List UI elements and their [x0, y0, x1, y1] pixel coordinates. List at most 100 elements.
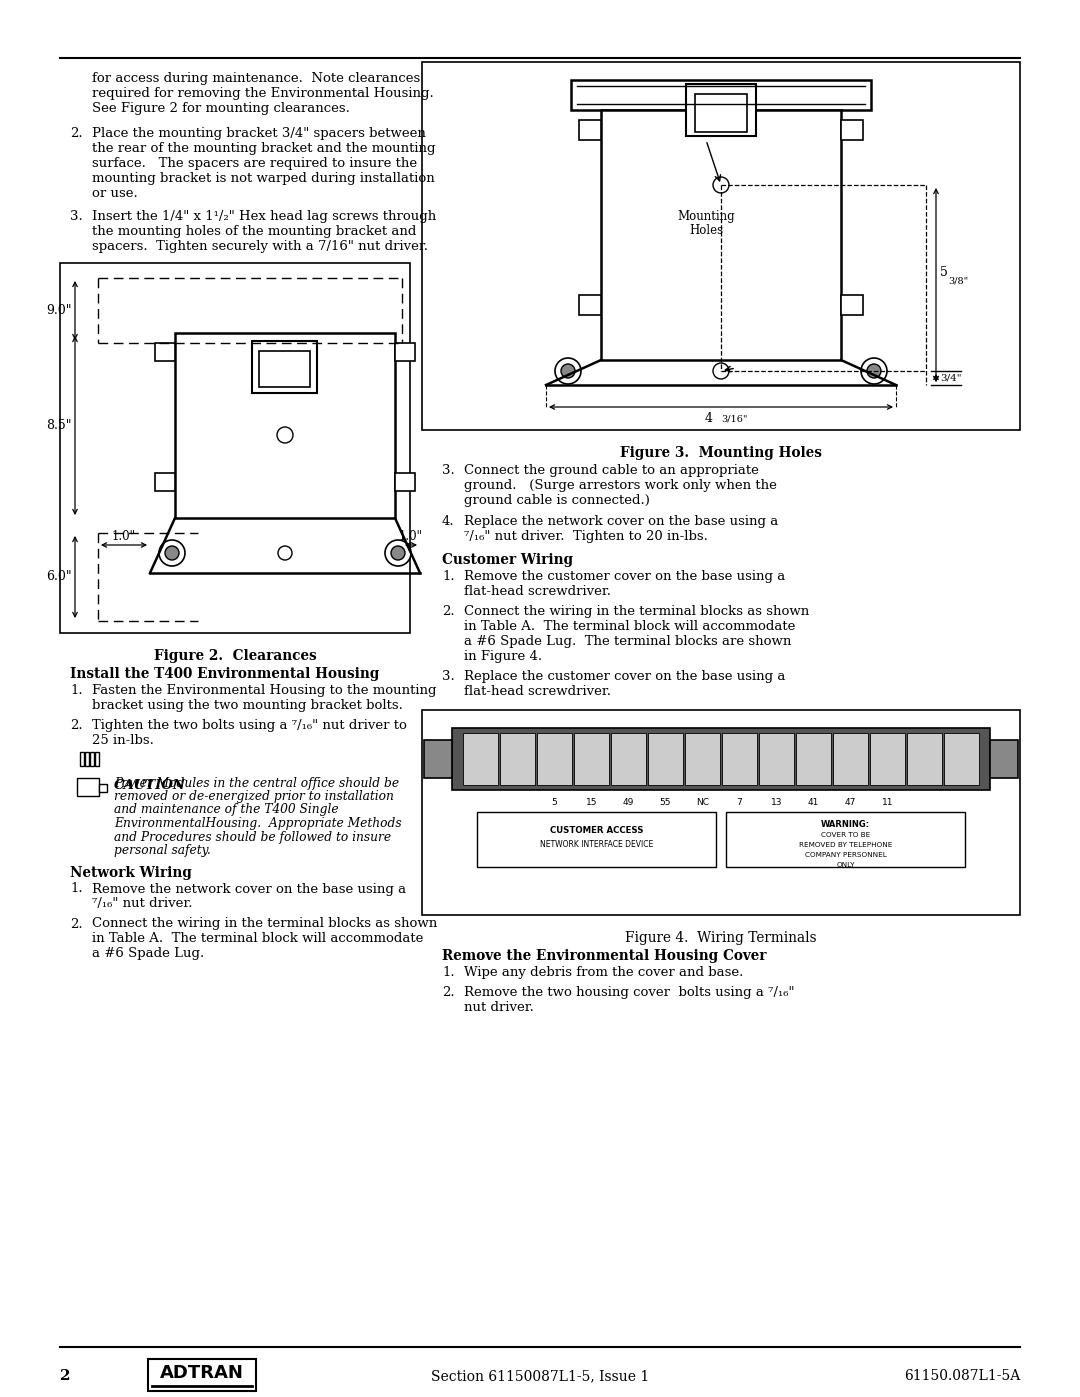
Text: 3/8": 3/8" — [948, 277, 969, 285]
Text: 47: 47 — [845, 798, 856, 807]
Bar — [579, 295, 600, 314]
Text: NETWORK INTERFACE DEVICE: NETWORK INTERFACE DEVICE — [540, 840, 653, 849]
Text: COVER TO BE: COVER TO BE — [821, 833, 870, 838]
Circle shape — [867, 365, 881, 379]
Text: REMOVED BY TELEPHONE: REMOVED BY TELEPHONE — [799, 842, 892, 848]
Text: 3/16": 3/16" — [721, 415, 747, 425]
Bar — [990, 740, 1018, 778]
Circle shape — [861, 358, 887, 384]
Bar — [463, 733, 498, 785]
Text: Connect the wiring in the terminal blocks as shown: Connect the wiring in the terminal block… — [464, 605, 809, 617]
Text: Insert the 1/4" x 1¹/₂" Hex head lag screws through: Insert the 1/4" x 1¹/₂" Hex head lag scr… — [92, 210, 436, 224]
Text: 5: 5 — [552, 798, 557, 807]
Text: nut driver.: nut driver. — [464, 1002, 534, 1014]
Bar — [453, 728, 990, 789]
Bar — [500, 733, 535, 785]
Bar — [726, 812, 966, 868]
Text: Mounting: Mounting — [677, 210, 734, 224]
Text: surface.   The spacers are required to insure the: surface. The spacers are required to ins… — [92, 156, 417, 170]
Text: 1.: 1. — [70, 685, 83, 697]
Text: or use.: or use. — [92, 187, 138, 200]
Text: the rear of the mounting bracket and the mounting: the rear of the mounting bracket and the… — [92, 142, 435, 155]
Circle shape — [561, 365, 575, 379]
Bar — [175, 332, 395, 518]
Bar — [870, 733, 905, 785]
Bar — [537, 733, 572, 785]
Text: 55: 55 — [660, 798, 672, 807]
Text: for access during maintenance.  Note clearances: for access during maintenance. Note clea… — [92, 73, 420, 85]
Circle shape — [276, 427, 293, 443]
Text: flat-head screwdriver.: flat-head screwdriver. — [464, 585, 611, 598]
Circle shape — [278, 546, 292, 560]
Text: 3.: 3. — [442, 464, 455, 476]
Circle shape — [159, 541, 185, 566]
Bar — [648, 733, 683, 785]
Bar — [424, 740, 453, 778]
Text: ground.   (Surge arrestors work only when the: ground. (Surge arrestors work only when … — [464, 479, 777, 492]
Bar — [573, 733, 609, 785]
Bar — [148, 1359, 256, 1391]
Text: EnvironmentalHousing.  Appropriate Methods: EnvironmentalHousing. Appropriate Method… — [114, 817, 402, 830]
Text: 2: 2 — [60, 1369, 70, 1383]
Text: 2.: 2. — [70, 719, 83, 732]
Circle shape — [555, 358, 581, 384]
Text: ⁷/₁₆" nut driver.  Tighten to 20 in-lbs.: ⁷/₁₆" nut driver. Tighten to 20 in-lbs. — [464, 529, 707, 543]
Text: 2.: 2. — [70, 127, 83, 140]
Text: 3.: 3. — [70, 210, 83, 224]
Bar — [579, 120, 600, 140]
Text: 2.: 2. — [442, 986, 455, 999]
Text: the mounting holes of the mounting bracket and: the mounting holes of the mounting brack… — [92, 225, 417, 237]
Bar — [571, 80, 870, 110]
Text: Replace the network cover on the base using a: Replace the network cover on the base us… — [464, 515, 779, 528]
Text: Connect the wiring in the terminal blocks as shown: Connect the wiring in the terminal block… — [92, 918, 437, 930]
Bar — [611, 733, 646, 785]
Text: Figure 3.  Mounting Holes: Figure 3. Mounting Holes — [620, 446, 822, 460]
Bar — [841, 295, 863, 314]
Text: ⁷/₁₆" nut driver.: ⁷/₁₆" nut driver. — [92, 897, 192, 911]
Text: 6.0": 6.0" — [46, 570, 72, 584]
Bar — [685, 733, 720, 785]
Text: 3/4": 3/4" — [940, 373, 961, 383]
Text: required for removing the Environmental Housing.: required for removing the Environmental … — [92, 87, 434, 101]
Text: 4.: 4. — [442, 515, 455, 528]
Text: ground cable is connected.): ground cable is connected.) — [464, 495, 650, 507]
Text: NC: NC — [696, 798, 708, 807]
Text: 49: 49 — [623, 798, 634, 807]
Text: spacers.  Tighten securely with a 7/16" nut driver.: spacers. Tighten securely with a 7/16" n… — [92, 240, 428, 253]
Text: Remove the customer cover on the base using a: Remove the customer cover on the base us… — [464, 570, 785, 583]
Bar — [796, 733, 831, 785]
Text: Place the mounting bracket 3/4" spacers between: Place the mounting bracket 3/4" spacers … — [92, 127, 426, 140]
Text: bracket using the two mounting bracket bolts.: bracket using the two mounting bracket b… — [92, 698, 403, 712]
Text: 41: 41 — [808, 798, 820, 807]
Text: Wipe any debris from the cover and base.: Wipe any debris from the cover and base. — [464, 965, 743, 979]
Bar — [90, 752, 94, 766]
Text: flat-head screwdriver.: flat-head screwdriver. — [464, 685, 611, 698]
Bar — [77, 778, 99, 796]
Text: 9.0": 9.0" — [46, 305, 72, 317]
Text: ONLY: ONLY — [836, 862, 854, 868]
Bar — [395, 344, 415, 360]
Text: 61150.087L1-5A: 61150.087L1-5A — [904, 1369, 1020, 1383]
Text: 1.0": 1.0" — [399, 529, 423, 543]
Text: mounting bracket is not warped during installation: mounting bracket is not warped during in… — [92, 172, 435, 184]
Text: removed or de-energized prior to installation: removed or de-energized prior to install… — [114, 789, 394, 803]
Bar — [80, 752, 84, 766]
Text: 5: 5 — [940, 265, 948, 279]
Text: COMPANY PERSONNEL: COMPANY PERSONNEL — [805, 852, 887, 858]
Text: Figure 2.  Clearances: Figure 2. Clearances — [153, 650, 316, 664]
Text: Figure 4.  Wiring Terminals: Figure 4. Wiring Terminals — [625, 930, 816, 944]
Circle shape — [384, 541, 411, 566]
Text: Section 61150087L1-5, Issue 1: Section 61150087L1-5, Issue 1 — [431, 1369, 649, 1383]
Bar — [833, 733, 868, 785]
Bar — [841, 120, 863, 140]
Text: Holes: Holes — [689, 224, 724, 237]
Text: CAUTION: CAUTION — [114, 780, 186, 792]
Bar — [85, 752, 89, 766]
Bar — [95, 752, 99, 766]
Text: 4: 4 — [705, 412, 713, 425]
Bar — [259, 351, 310, 387]
Bar — [60, 263, 410, 633]
Text: 7: 7 — [737, 798, 742, 807]
Circle shape — [713, 177, 729, 193]
Text: 11: 11 — [881, 798, 893, 807]
